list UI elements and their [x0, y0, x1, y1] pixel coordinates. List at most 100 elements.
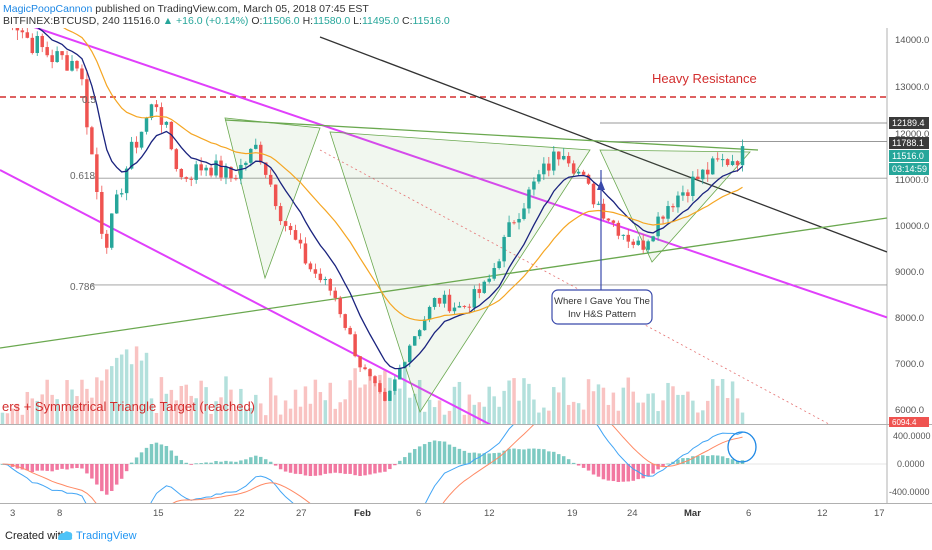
volume-bar	[403, 361, 407, 424]
volume-bar	[596, 384, 601, 424]
candle-body	[715, 158, 720, 160]
tradingview-logo-icon[interactable]	[56, 529, 74, 548]
candle-body	[596, 203, 601, 205]
candle-body	[199, 164, 203, 171]
chart-header: MagicPoopCannon published on TradingView…	[0, 0, 932, 27]
macd-histogram-bar	[348, 464, 352, 474]
volume-bar	[184, 384, 188, 424]
volume-bar	[393, 389, 397, 424]
macd-histogram-bar	[169, 450, 174, 464]
time-tick: Mar	[684, 508, 701, 519]
macd-histogram-bar	[278, 464, 283, 470]
macd-histogram-bar	[517, 449, 521, 464]
candle-body	[35, 35, 39, 54]
macd-histogram-bar	[601, 464, 606, 480]
candle-body	[254, 144, 258, 149]
candle-body	[566, 155, 571, 164]
price-chart[interactable]: Heavy Resistance 0.5 0.618 0.786 ers + S…	[0, 0, 932, 525]
time-axis[interactable]: 3 8 15 22 27 Feb 6 12 19 24 Mar 6 12 17	[10, 508, 885, 519]
candle-body	[666, 206, 670, 219]
candle-body	[55, 51, 59, 63]
candle-body	[636, 240, 640, 245]
macd-histogram-bar	[298, 464, 303, 475]
macd-histogram-bar	[293, 464, 298, 474]
price-tag-text: 11516.0	[892, 151, 924, 161]
time-tick: 6	[746, 508, 751, 519]
volume-bar	[422, 411, 427, 424]
candle-body	[676, 195, 680, 208]
volume-tag-text: 6094.4	[892, 418, 917, 427]
macd-histogram-bar	[100, 464, 104, 492]
volume-bar	[333, 408, 337, 424]
macd-histogram-bar	[149, 444, 154, 464]
volume-bar	[542, 407, 546, 424]
macd-histogram-bar	[35, 464, 39, 471]
macd-histogram-bar	[105, 464, 109, 495]
candle-body	[318, 273, 323, 281]
volume-bar	[507, 380, 511, 424]
volume-bar	[606, 404, 611, 424]
macd-histogram-bar	[393, 464, 397, 466]
channel-upper-line	[33, 28, 887, 319]
publish-line: MagicPoopCannon published on TradingView…	[3, 3, 369, 15]
macd-histogram-bar	[303, 464, 308, 476]
candle-body	[313, 269, 318, 274]
right-shoulder-area	[599, 149, 751, 263]
macd-histogram-bar	[730, 459, 735, 464]
macd-histogram-bar	[378, 464, 382, 473]
price-tick: 9000.0	[895, 267, 924, 278]
volume-bar	[189, 395, 193, 424]
volume-bar	[427, 399, 432, 424]
macd-histogram-bar	[368, 464, 372, 475]
candle-body	[701, 169, 705, 180]
volume-bar	[149, 398, 154, 424]
volume-bar	[199, 380, 203, 424]
macd-histogram-bar	[735, 460, 740, 464]
volume-bar	[706, 400, 710, 424]
macd-histogram-bar	[497, 452, 501, 464]
candle-body	[25, 32, 30, 38]
candle-body	[432, 297, 437, 307]
candle-body	[333, 290, 337, 298]
volume-bar	[631, 391, 635, 424]
candle-body	[393, 379, 397, 391]
volume-bar	[268, 377, 273, 424]
macd-histogram-bar	[710, 455, 715, 464]
macd-histogram-bar	[720, 456, 725, 464]
macd-histogram-bar	[323, 464, 328, 474]
open-value: 11506.0	[262, 15, 300, 27]
macd-axis[interactable]: 400.0000 0.0000 -400.0000	[889, 431, 931, 497]
macd-histogram-bar	[249, 457, 253, 464]
author-link[interactable]: MagicPoopCannon	[3, 3, 93, 15]
volume-bar	[557, 392, 561, 424]
candle-body	[338, 297, 342, 315]
candle-body	[105, 233, 109, 248]
channel-lower-line	[0, 169, 492, 424]
candle-body	[288, 225, 293, 231]
candle-body	[378, 383, 382, 392]
macd-histogram-bar	[124, 464, 129, 472]
ema-fast-line	[37, 28, 743, 370]
macd-histogram-bar	[427, 441, 432, 464]
callout-box[interactable]	[551, 289, 653, 325]
symbol-label[interactable]: BITFINEX:BTCUSD, 240	[3, 15, 120, 27]
time-tick: 27	[296, 508, 307, 519]
last-price: 11516.0	[122, 15, 160, 27]
macd-histogram-bar	[244, 459, 248, 464]
tradingview-brand-link[interactable]: TradingView	[76, 530, 137, 542]
callout-line1: Where I Gave You The	[554, 296, 650, 307]
volume-bar	[338, 402, 342, 424]
macd-histogram-bar	[204, 462, 208, 464]
candle-body	[437, 297, 442, 304]
volume-bar	[353, 368, 357, 424]
macd-histogram-bar	[507, 448, 511, 464]
candle-body	[283, 221, 288, 226]
macd-histogram-bar	[383, 464, 387, 472]
candle-body	[472, 289, 477, 308]
volume-bar	[696, 412, 700, 424]
candle-body	[129, 141, 134, 169]
price-axis[interactable]: 14000.0 13000.0 12000.0 11000.0 10000.0 …	[889, 35, 929, 427]
trendlines[interactable]	[0, 2, 887, 440]
macd-histogram-bar	[631, 464, 635, 481]
candle-body	[85, 79, 89, 128]
